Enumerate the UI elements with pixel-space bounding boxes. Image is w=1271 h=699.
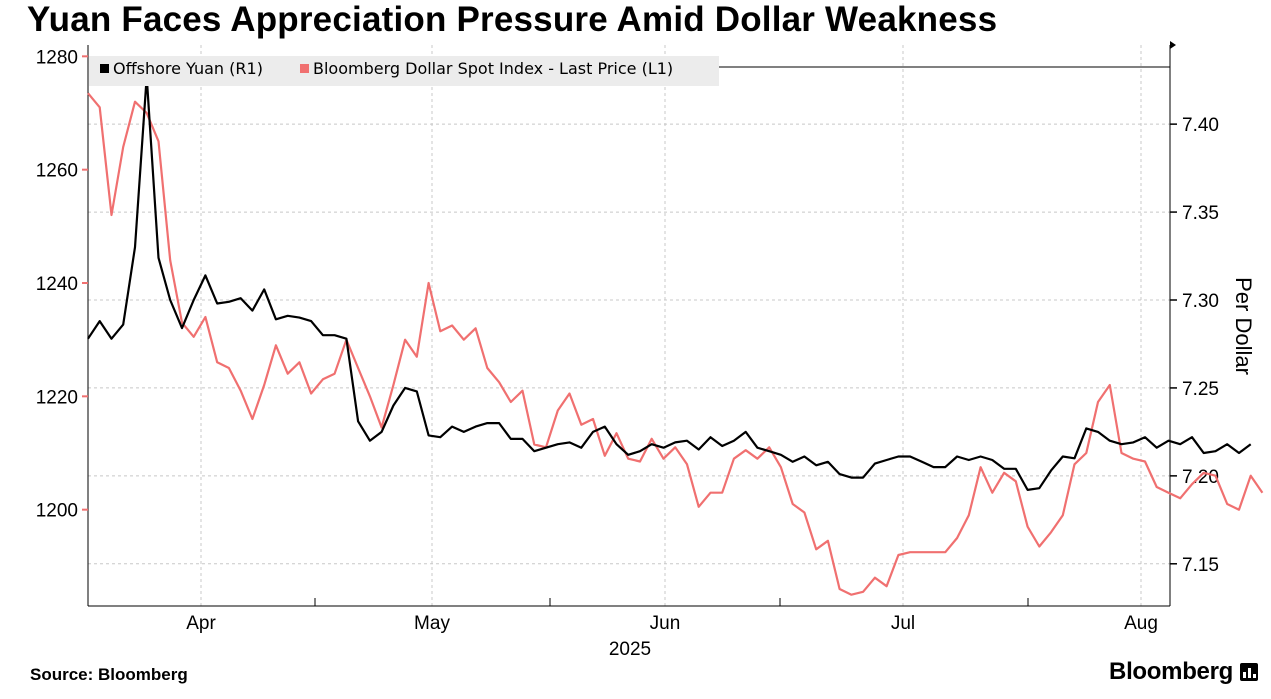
right-tick-label: 7.15 bbox=[1182, 555, 1219, 576]
x-tick-label: Jun bbox=[650, 613, 681, 634]
legend-swatch-yuan bbox=[100, 64, 109, 73]
source-note: Source: Bloomberg bbox=[30, 665, 188, 684]
x-tick-label: Apr bbox=[186, 613, 216, 634]
legend-label-dollar-index: Bloomberg Dollar Spot Index - Last Price… bbox=[313, 59, 673, 78]
bloomberg-terminal-icon bbox=[1240, 663, 1258, 681]
series-line-dollar-index bbox=[87, 92, 1264, 596]
left-tick-label: 1260 bbox=[36, 161, 78, 182]
left-tick-label: 1240 bbox=[36, 274, 78, 295]
legend-background bbox=[89, 56, 719, 86]
left-tick-label: 1220 bbox=[36, 387, 78, 408]
right-tick-label: 7.40 bbox=[1182, 115, 1219, 136]
x-axis-year-label: 2025 bbox=[609, 639, 651, 660]
right-axis-label: Per Dollar bbox=[1231, 277, 1256, 375]
chart-title: Yuan Faces Appreciation Pressure Amid Do… bbox=[27, 0, 998, 39]
series-line-yuan bbox=[87, 75, 1252, 491]
legend-swatch-dollar-index bbox=[300, 64, 309, 73]
tick-labels: 120012201240126012807.157.207.257.307.35… bbox=[36, 47, 1219, 634]
x-tick-label: Jul bbox=[891, 613, 915, 634]
axes bbox=[82, 41, 1177, 607]
x-tick-label: Aug bbox=[1124, 613, 1158, 634]
left-tick-label: 1280 bbox=[36, 47, 78, 68]
x-tick-label: May bbox=[414, 613, 450, 634]
brand-name: Bloomberg bbox=[1109, 658, 1233, 685]
legend: Offshore Yuan (R1) Bloomberg Dollar Spot… bbox=[89, 56, 719, 86]
left-tick-label: 1200 bbox=[36, 501, 78, 522]
series-lines bbox=[87, 75, 1264, 596]
right-tick-label: 7.25 bbox=[1182, 379, 1219, 400]
right-tick-label: 7.30 bbox=[1182, 291, 1219, 312]
gridlines bbox=[88, 45, 1170, 606]
bloomberg-logo: Bloomberg bbox=[1109, 658, 1258, 686]
right-tick-label: 7.35 bbox=[1182, 203, 1219, 224]
legend-label-yuan: Offshore Yuan (R1) bbox=[113, 59, 263, 78]
right-axis-arrow bbox=[1170, 41, 1176, 49]
